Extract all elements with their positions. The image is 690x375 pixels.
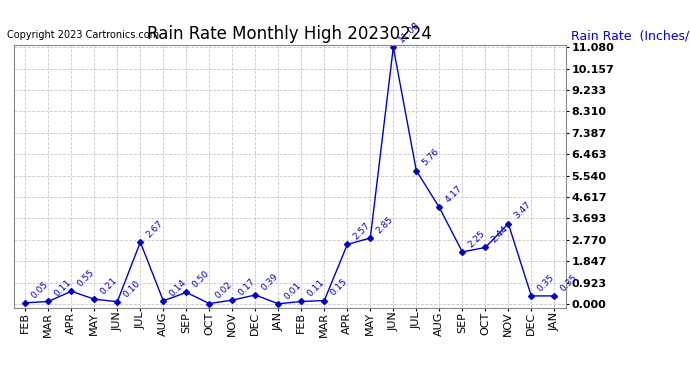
- Y-axis label: Rain Rate  (Inches/Hour): Rain Rate (Inches/Hour): [571, 29, 690, 42]
- Text: Copyright 2023 Cartronics.com: Copyright 2023 Cartronics.com: [7, 30, 159, 40]
- Text: 2.44: 2.44: [489, 224, 510, 245]
- Title: Rain Rate Monthly High 20230224: Rain Rate Monthly High 20230224: [148, 26, 432, 44]
- Text: 11.08: 11.08: [397, 20, 422, 45]
- Text: 0.17: 0.17: [237, 277, 257, 297]
- Text: 0.35: 0.35: [535, 273, 556, 293]
- Text: 0.10: 0.10: [121, 278, 142, 299]
- Text: 0.01: 0.01: [282, 280, 303, 301]
- Text: 4.17: 4.17: [444, 184, 464, 205]
- Text: 2.57: 2.57: [351, 221, 372, 242]
- Text: 0.50: 0.50: [190, 269, 211, 290]
- Text: 5.76: 5.76: [420, 147, 441, 168]
- Text: 0.11: 0.11: [306, 278, 326, 299]
- Text: 2.67: 2.67: [144, 219, 165, 239]
- Text: 0.55: 0.55: [75, 268, 96, 288]
- Text: 0.35: 0.35: [558, 273, 579, 293]
- Text: 0.05: 0.05: [30, 279, 50, 300]
- Text: 0.15: 0.15: [328, 277, 349, 298]
- Text: 3.47: 3.47: [513, 200, 533, 221]
- Text: 2.85: 2.85: [375, 215, 395, 235]
- Text: 0.11: 0.11: [52, 278, 73, 299]
- Text: 0.21: 0.21: [99, 276, 119, 296]
- Text: 0.02: 0.02: [213, 280, 234, 301]
- Text: 0.14: 0.14: [168, 278, 188, 298]
- Text: 0.39: 0.39: [259, 272, 280, 292]
- Text: 2.25: 2.25: [466, 229, 487, 249]
